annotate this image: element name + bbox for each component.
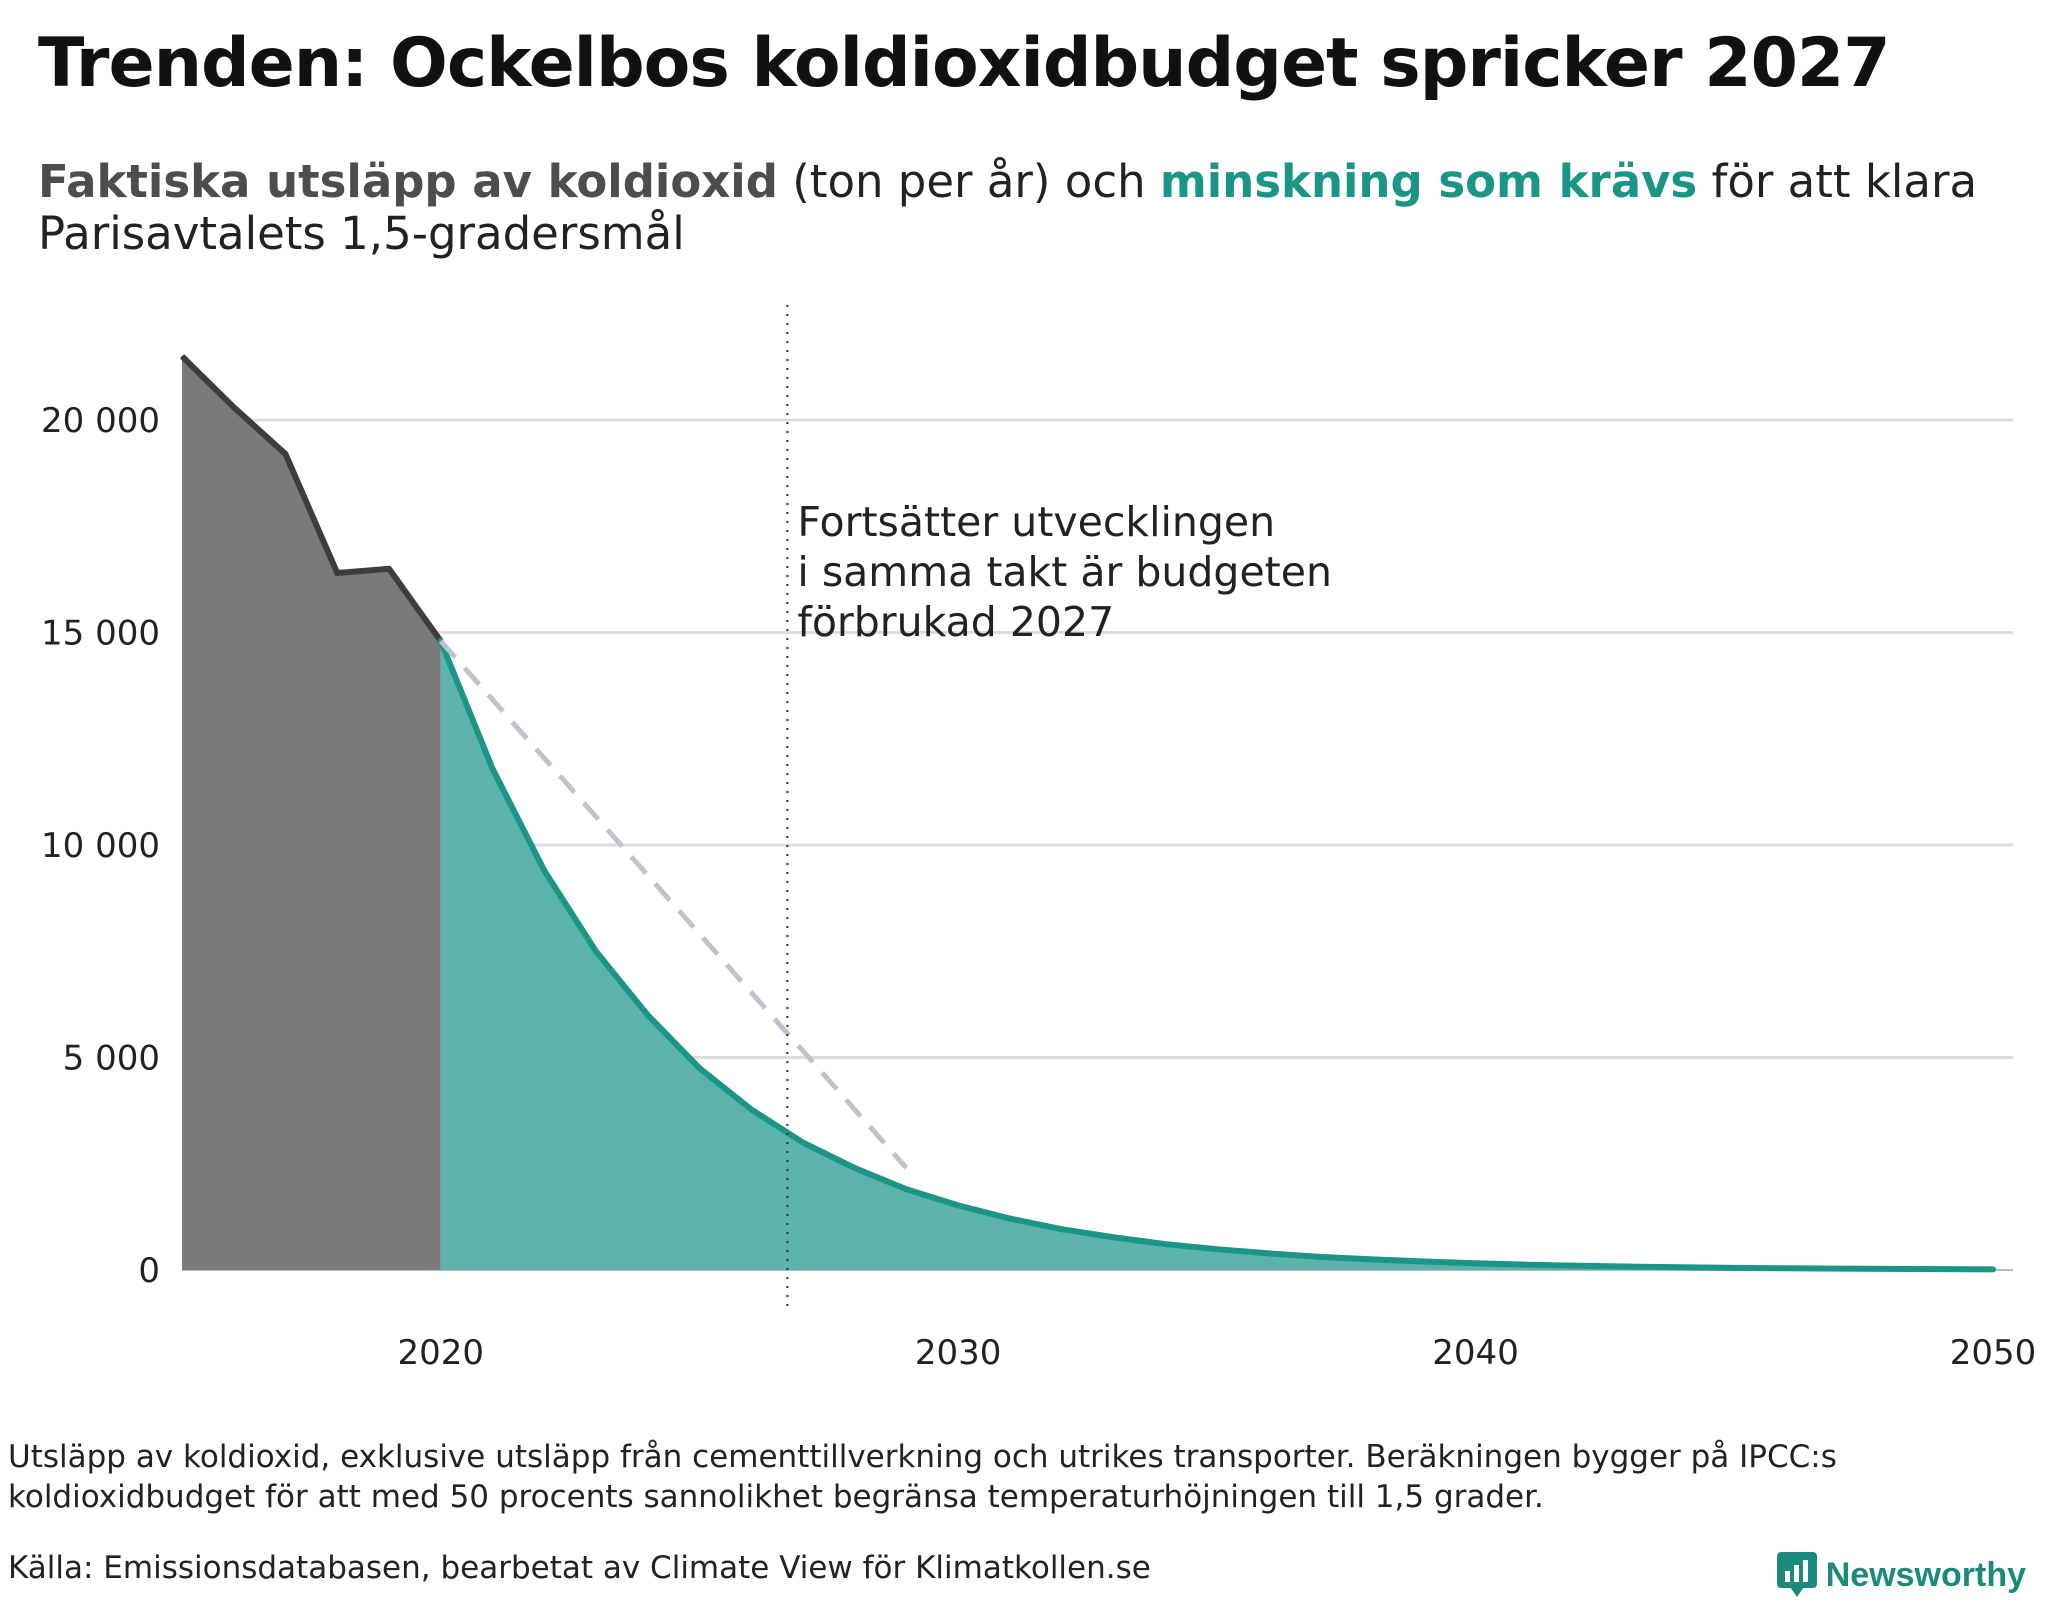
actual-emissions-area: [182, 356, 441, 1270]
required-reduction-point: [802, 1142, 804, 1143]
required-reduction-point: [647, 1014, 649, 1016]
subtitle-rest-text: för att klara Parisavtalets 1,5-gradersm…: [38, 155, 1978, 260]
subtitle-unit-text: (ton per år) och: [777, 155, 1160, 208]
actual-emissions-point: [233, 406, 235, 408]
y-tick-label: 0: [138, 1251, 160, 1291]
required-reduction-point: [1630, 1266, 1632, 1268]
x-tick-label: 2020: [397, 1333, 484, 1373]
required-reduction-point: [1112, 1236, 1114, 1238]
chart-subtitle: Faktiska utsläpp av koldioxid (ton per å…: [38, 156, 2028, 260]
required-reduction-point: [905, 1188, 907, 1190]
required-reduction-point: [1992, 1268, 1994, 1270]
required-reduction-point: [1682, 1266, 1684, 1268]
trend-dashed-line: [438, 639, 909, 1170]
axis-layer: 0 5 000 10 000 15 000 20 000 2020 2030 2040 2050: [41, 401, 2036, 1373]
source-credit: Källa: Emissionsdatabasen, bearbetat av …: [8, 1550, 1151, 1586]
footnote: Utsläpp av koldioxid, exklusive utsläpp …: [8, 1439, 1837, 1515]
actual-emissions-point: [388, 568, 390, 570]
line-layer: [179, 354, 1996, 1273]
required-reduction-point: [1475, 1262, 1477, 1264]
subtitle-actual-label: Faktiska utsläpp av koldioxid: [38, 155, 778, 208]
y-tick-label: 15 000: [41, 614, 160, 654]
newsworthy-logo-icon: [1776, 1552, 1817, 1597]
required-reduction-point: [1889, 1268, 1891, 1270]
y-tick-label: 10 000: [41, 826, 160, 866]
required-reduction-point: [1733, 1267, 1735, 1269]
actual-emissions-point: [181, 355, 183, 357]
required-reduction-point: [1371, 1258, 1373, 1260]
marker-annotation-line: Fortsätter utvecklingen: [797, 498, 1275, 546]
required-reduction-point: [1785, 1267, 1787, 1269]
emissions-chart: 0 5 000 10 000 15 000 20 000 2020 2030 2040 2050…: [41, 305, 2036, 1373]
required-reduction-point: [1837, 1268, 1839, 1270]
required-reduction-point: [698, 1067, 700, 1069]
subtitle-required-label: minskning som krävs: [1159, 155, 1698, 208]
required-reduction-point: [1009, 1218, 1011, 1220]
y-tick-label: 20 000: [41, 401, 160, 441]
required-reduction-point: [1423, 1261, 1425, 1262]
required-reduction-point: [1578, 1265, 1580, 1267]
required-reduction-point: [1319, 1256, 1321, 1258]
required-reduction-point: [1268, 1252, 1270, 1254]
actual-emissions-point: [284, 453, 286, 455]
chart-title: Trenden: Ockelbos koldioxidbudget sprick…: [38, 24, 1891, 103]
required-reduction-point: [491, 768, 493, 769]
required-reduction-point: [1526, 1264, 1528, 1266]
brand-logo: Newsworthy: [1776, 1549, 2026, 1601]
required-reduction-point: [750, 1108, 752, 1110]
required-reduction-area: [440, 641, 1993, 1270]
y-tick-label: 5 000: [63, 1039, 160, 1079]
actual-emissions-point: [336, 572, 338, 574]
x-tick-label: 2030: [915, 1333, 1002, 1373]
x-tick-label: 2040: [1432, 1333, 1519, 1373]
required-reduction-point: [543, 870, 545, 871]
marker-annotation-line: förbrukad 2027: [797, 598, 1114, 646]
required-reduction-point: [1216, 1248, 1218, 1250]
marker-annotation-line: i samma takt är budgeten: [797, 548, 1332, 596]
x-tick-label: 2050: [1950, 1333, 2037, 1373]
required-reduction-point: [595, 950, 597, 952]
required-reduction-point: [1164, 1243, 1166, 1245]
required-reduction-point: [1061, 1228, 1063, 1230]
required-reduction-point: [854, 1167, 856, 1169]
area-layer: [182, 356, 1993, 1270]
brand-name: Newsworthy: [1825, 1555, 2026, 1594]
actual-emissions-line: [179, 354, 444, 643]
required-reduction-point: [1940, 1268, 1942, 1270]
required-reduction-point: [957, 1204, 959, 1206]
